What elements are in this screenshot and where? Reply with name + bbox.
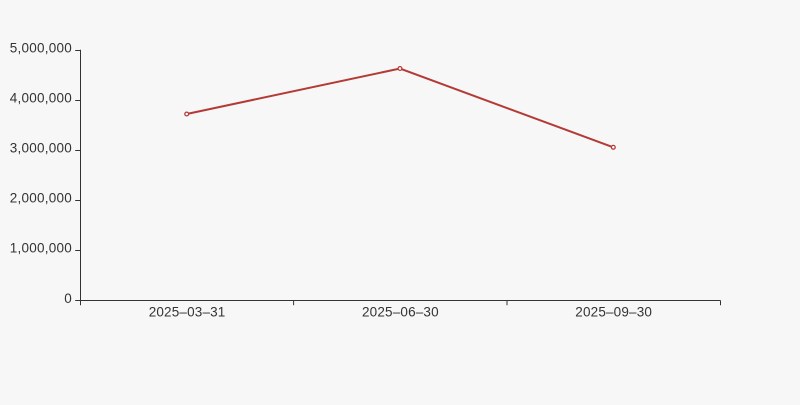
svg-text:5,000,000: 5,000,000 (10, 40, 72, 55)
svg-text:2025–09–30: 2025–09–30 (575, 305, 652, 320)
svg-text:2025–03–31: 2025–03–31 (149, 305, 226, 320)
svg-text:2025–06–30: 2025–06–30 (362, 305, 439, 320)
svg-text:3,000,000: 3,000,000 (10, 141, 72, 156)
svg-text:4,000,000: 4,000,000 (10, 90, 72, 105)
svg-text:0: 0 (64, 291, 72, 306)
svg-text:1,000,000: 1,000,000 (10, 241, 72, 256)
svg-text:2,000,000: 2,000,000 (10, 191, 72, 206)
